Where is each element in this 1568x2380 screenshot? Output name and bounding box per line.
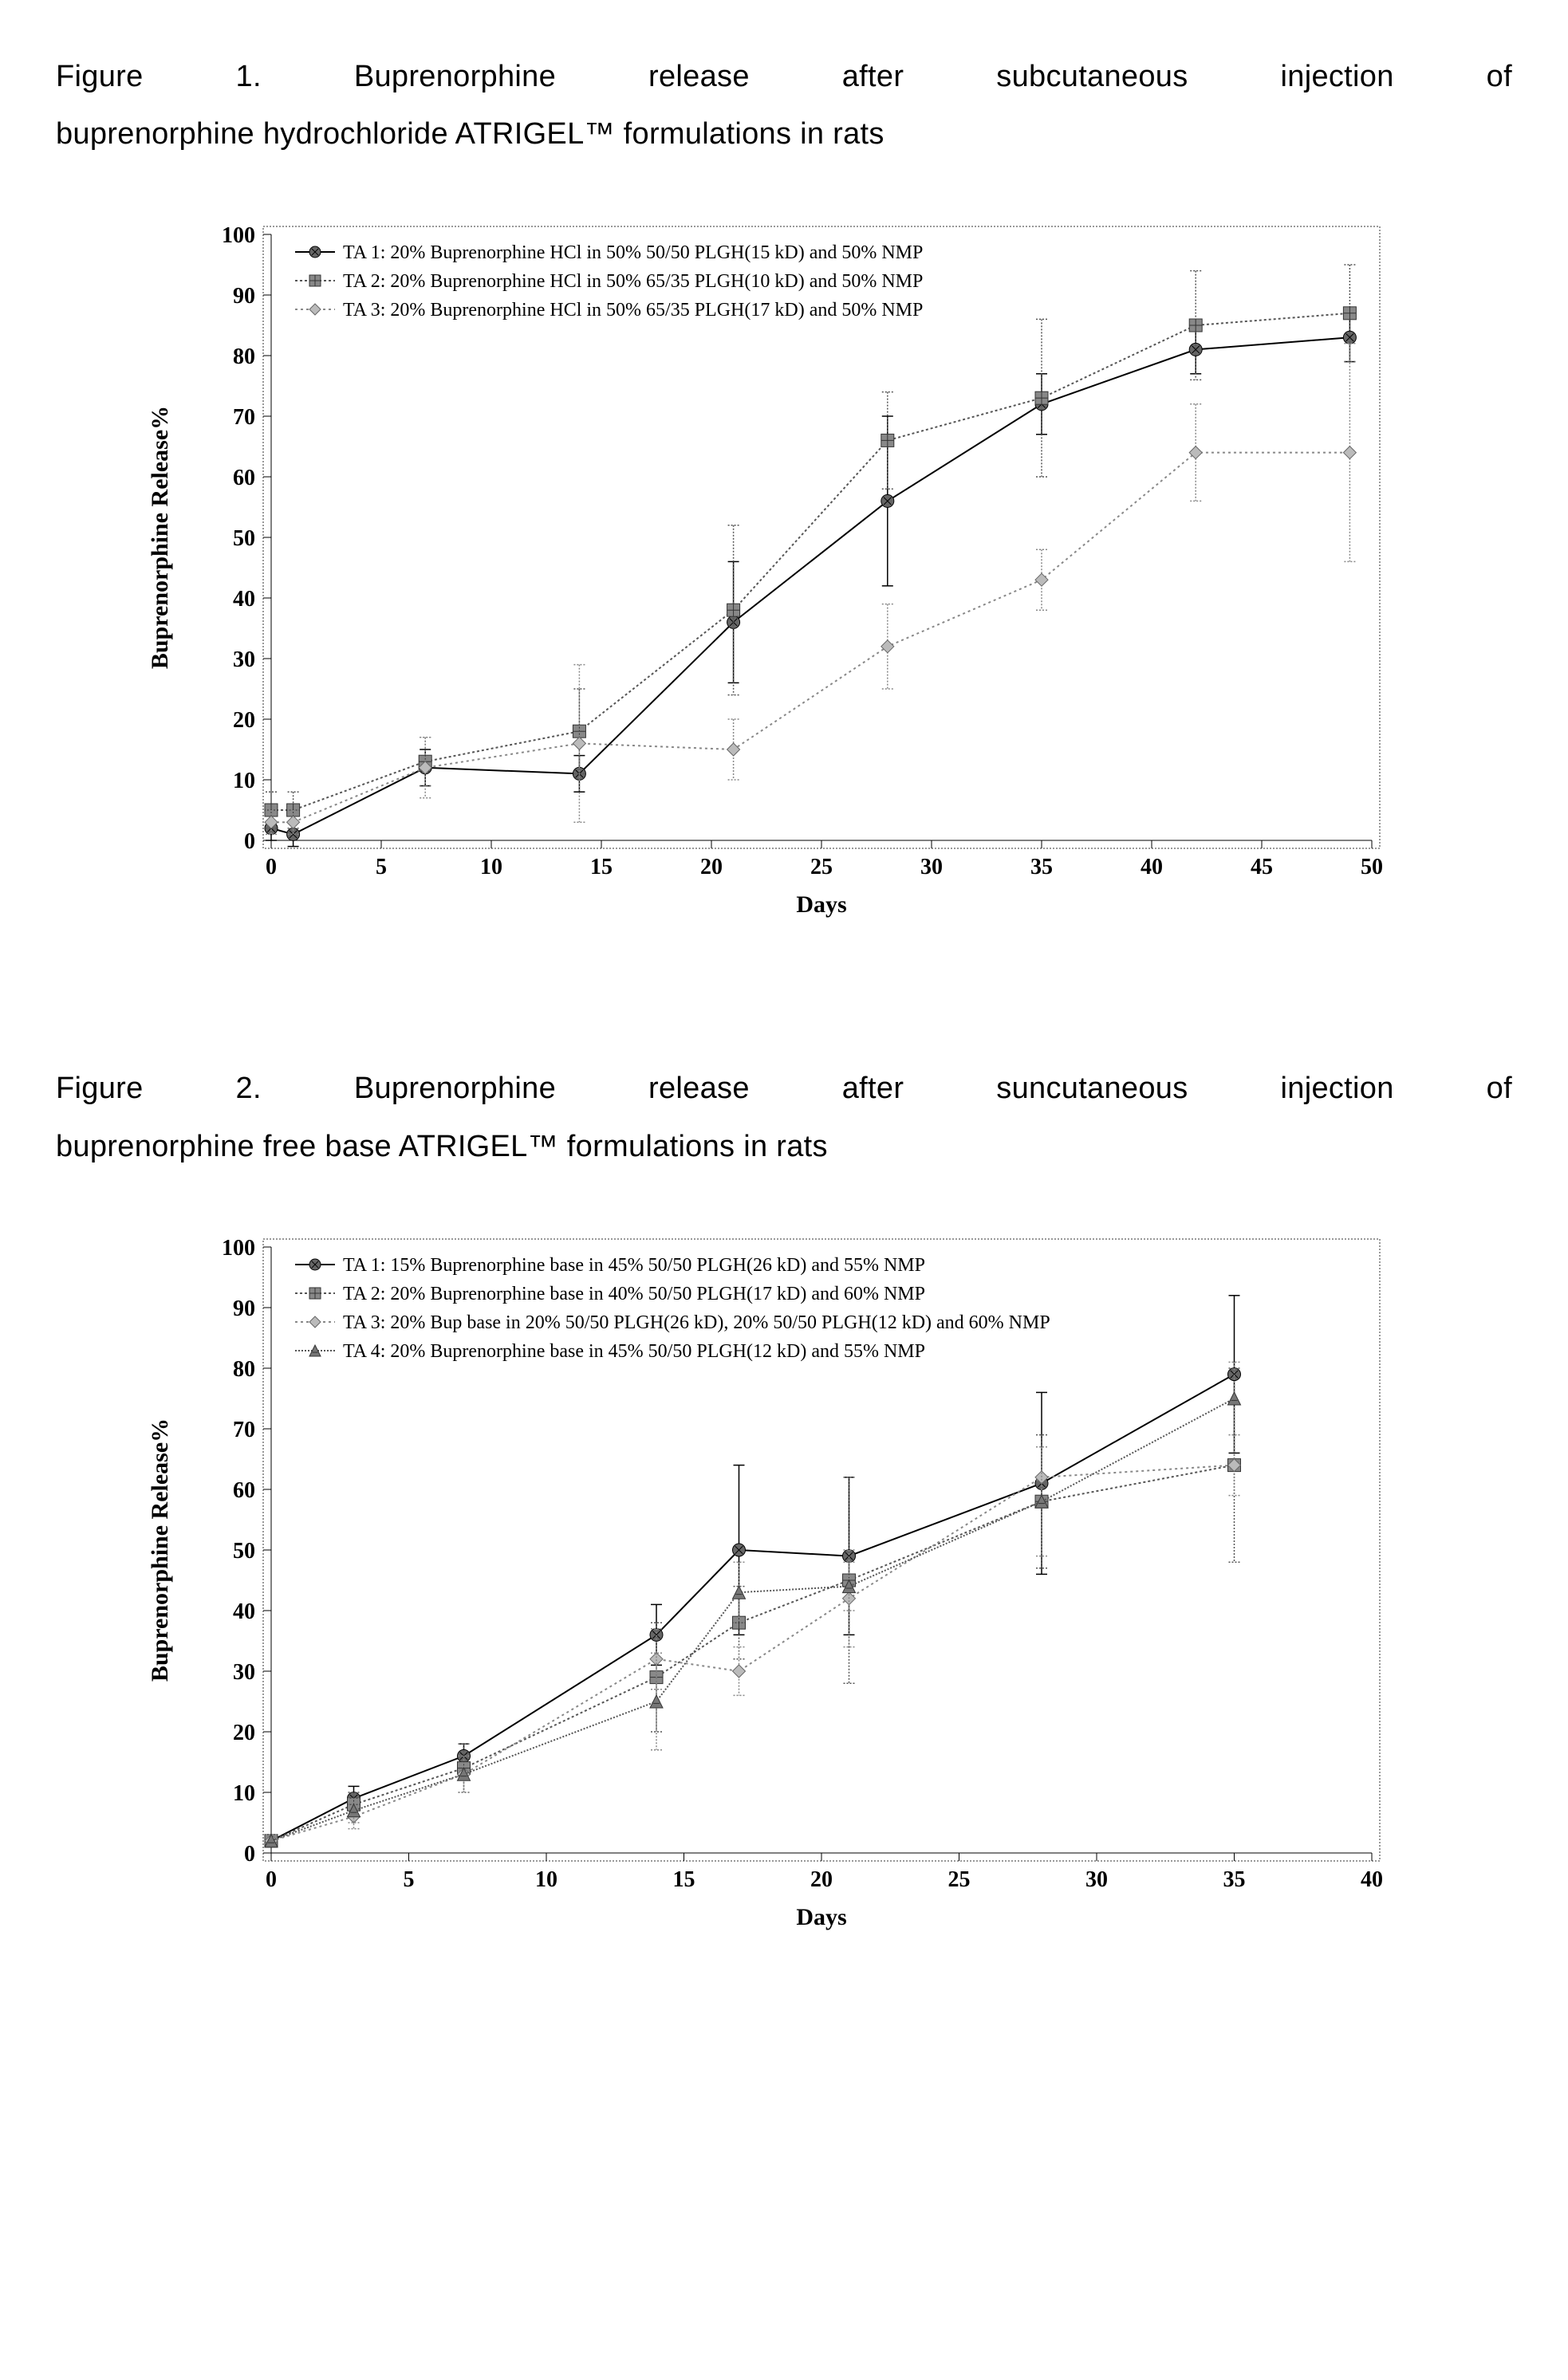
figure2-caption-line1: Figure 2. Buprenorphine release after su… bbox=[56, 1060, 1512, 1117]
svg-text:25: 25 bbox=[810, 855, 833, 879]
svg-text:30: 30 bbox=[233, 1660, 255, 1685]
svg-text:10: 10 bbox=[480, 855, 502, 879]
figure1-caption: Figure 1. Buprenorphine release after su… bbox=[56, 48, 1512, 163]
svg-text:90: 90 bbox=[233, 284, 255, 309]
svg-text:10: 10 bbox=[535, 1867, 557, 1892]
w: Buprenorphine bbox=[354, 1060, 556, 1117]
svg-text:0: 0 bbox=[266, 855, 277, 879]
svg-text:90: 90 bbox=[233, 1296, 255, 1321]
svg-text:70: 70 bbox=[233, 405, 255, 430]
w: subcutaneous bbox=[996, 48, 1188, 105]
svg-text:Buprenorphine Release%: Buprenorphine Release% bbox=[147, 406, 173, 669]
svg-text:45: 45 bbox=[1251, 855, 1273, 879]
svg-text:TA 4: 20% Buprenorphine base i: TA 4: 20% Buprenorphine base in 45% 50/5… bbox=[343, 1341, 925, 1362]
figure2-svg: 0 5 10 15 20 25 30 35 40 0 10 20 30 40 50 60 70 80 90 100 Da… bbox=[104, 1207, 1396, 1981]
w: injection bbox=[1281, 48, 1394, 105]
svg-text:Days: Days bbox=[796, 891, 846, 918]
w: after bbox=[842, 48, 904, 105]
svg-text:40: 40 bbox=[1141, 855, 1163, 879]
svg-text:30: 30 bbox=[920, 855, 943, 879]
svg-text:TA 3: 20% Bup base in 20% 50/5: TA 3: 20% Bup base in 20% 50/50 PLGH(26 … bbox=[343, 1312, 1050, 1333]
svg-text:0: 0 bbox=[244, 829, 255, 854]
w: injection bbox=[1281, 1060, 1394, 1117]
svg-text:20: 20 bbox=[233, 708, 255, 733]
svg-text:Buprenorphine Release%: Buprenorphine Release% bbox=[147, 1418, 173, 1682]
w: Figure bbox=[56, 48, 144, 105]
w: Figure bbox=[56, 1060, 144, 1117]
svg-text:25: 25 bbox=[948, 1867, 971, 1892]
svg-text:50: 50 bbox=[233, 526, 255, 551]
figure2-caption-line2: buprenorphine free base ATRIGEL™ formula… bbox=[56, 1118, 1512, 1175]
svg-text:40: 40 bbox=[1361, 1867, 1383, 1892]
w: release bbox=[648, 1060, 750, 1117]
svg-text:60: 60 bbox=[233, 1478, 255, 1503]
svg-text:40: 40 bbox=[233, 587, 255, 612]
svg-text:TA 2: 20% Buprenorphine HCl in: TA 2: 20% Buprenorphine HCl in 50% 65/35… bbox=[343, 271, 923, 292]
svg-text:100: 100 bbox=[222, 1236, 255, 1261]
svg-text:60: 60 bbox=[233, 466, 255, 490]
svg-text:Days: Days bbox=[796, 1904, 846, 1930]
figure1-caption-line2: buprenorphine hydrochloride ATRIGEL™ for… bbox=[56, 105, 1512, 163]
svg-text:15: 15 bbox=[673, 1867, 695, 1892]
w: after bbox=[842, 1060, 904, 1117]
svg-text:10: 10 bbox=[233, 1781, 255, 1806]
svg-text:0: 0 bbox=[266, 1867, 277, 1892]
w: 2. bbox=[236, 1060, 262, 1117]
svg-text:20: 20 bbox=[810, 1867, 833, 1892]
w: of bbox=[1487, 48, 1512, 105]
svg-text:50: 50 bbox=[233, 1539, 255, 1564]
w: 1. bbox=[236, 48, 262, 105]
svg-text:30: 30 bbox=[1085, 1867, 1108, 1892]
figure1-chart: 0 5 10 15 20 25 30 35 40 45 50 0 10 20 30 40 50 60 70 80 90 1… bbox=[104, 195, 1512, 972]
svg-text:20: 20 bbox=[233, 1721, 255, 1745]
w: suncutaneous bbox=[996, 1060, 1188, 1117]
svg-text:TA 1: 20% Buprenorphine HCl in: TA 1: 20% Buprenorphine HCl in 50% 50/50… bbox=[343, 242, 923, 263]
figure1-svg: 0 5 10 15 20 25 30 35 40 45 50 0 10 20 30 40 50 60 70 80 90 1… bbox=[104, 195, 1396, 968]
figure2-caption: Figure 2. Buprenorphine release after su… bbox=[56, 1060, 1512, 1174]
svg-text:100: 100 bbox=[222, 223, 255, 248]
svg-text:TA 3: 20% Buprenorphine HCl in: TA 3: 20% Buprenorphine HCl in 50% 65/35… bbox=[343, 300, 923, 321]
svg-text:35: 35 bbox=[1030, 855, 1053, 879]
svg-text:35: 35 bbox=[1223, 1867, 1246, 1892]
svg-text:30: 30 bbox=[233, 647, 255, 672]
svg-text:TA 1: 15% Buprenorphine base i: TA 1: 15% Buprenorphine base in 45% 50/5… bbox=[343, 1255, 925, 1276]
svg-text:15: 15 bbox=[590, 855, 613, 879]
svg-text:TA 2: 20% Buprenorphine base i: TA 2: 20% Buprenorphine base in 40% 50/5… bbox=[343, 1284, 925, 1304]
svg-text:80: 80 bbox=[233, 344, 255, 369]
svg-text:20: 20 bbox=[700, 855, 723, 879]
w: Buprenorphine bbox=[354, 48, 556, 105]
svg-text:0: 0 bbox=[244, 1842, 255, 1867]
svg-text:40: 40 bbox=[233, 1599, 255, 1624]
svg-text:5: 5 bbox=[404, 1867, 415, 1892]
svg-text:5: 5 bbox=[376, 855, 387, 879]
svg-text:10: 10 bbox=[233, 769, 255, 793]
w: of bbox=[1487, 1060, 1512, 1117]
svg-text:70: 70 bbox=[233, 1418, 255, 1442]
w: release bbox=[648, 48, 750, 105]
svg-text:50: 50 bbox=[1361, 855, 1383, 879]
figure1-caption-line1: Figure 1. Buprenorphine release after su… bbox=[56, 48, 1512, 105]
figure2-chart: 0 5 10 15 20 25 30 35 40 0 10 20 30 40 50 60 70 80 90 100 Da… bbox=[104, 1207, 1512, 1985]
svg-text:80: 80 bbox=[233, 1357, 255, 1382]
